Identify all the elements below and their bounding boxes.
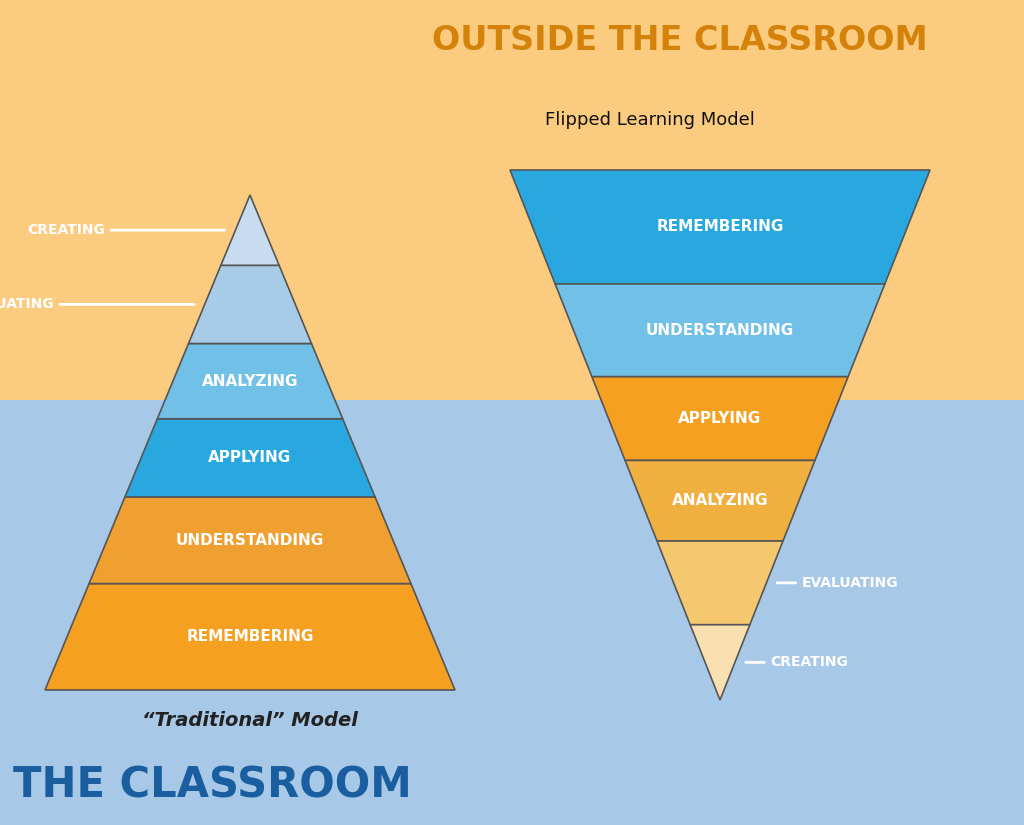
Text: UNDERSTANDING: UNDERSTANDING <box>646 323 795 337</box>
Polygon shape <box>89 497 411 583</box>
Text: EVALUATING: EVALUATING <box>0 297 194 311</box>
Polygon shape <box>158 343 343 419</box>
Text: APPLYING: APPLYING <box>208 450 292 465</box>
Text: OUTSIDE THE CLASSROOM: OUTSIDE THE CLASSROOM <box>432 23 928 56</box>
Polygon shape <box>45 583 455 690</box>
Text: IN THE CLASSROOM: IN THE CLASSROOM <box>0 764 412 806</box>
Polygon shape <box>510 170 930 284</box>
Text: REMEMBERING: REMEMBERING <box>656 219 783 234</box>
Text: Flipped Learning Model: Flipped Learning Model <box>545 111 755 129</box>
Text: CREATING: CREATING <box>745 655 848 669</box>
Polygon shape <box>657 541 783 625</box>
Text: REMEMBERING: REMEMBERING <box>186 629 313 644</box>
Polygon shape <box>690 625 750 700</box>
Polygon shape <box>125 419 375 497</box>
Polygon shape <box>625 460 815 541</box>
Polygon shape <box>221 195 280 266</box>
Polygon shape <box>0 400 1024 825</box>
Text: “Traditional” Model: “Traditional” Model <box>142 710 358 729</box>
Polygon shape <box>188 266 311 343</box>
Text: CREATING: CREATING <box>28 223 224 237</box>
Text: EVALUATING: EVALUATING <box>777 576 898 590</box>
Text: ANALYZING: ANALYZING <box>672 493 768 508</box>
Text: UNDERSTANDING: UNDERSTANDING <box>176 533 325 548</box>
Polygon shape <box>592 377 848 460</box>
Polygon shape <box>555 284 885 377</box>
Text: ANALYZING: ANALYZING <box>202 374 298 389</box>
Text: APPLYING: APPLYING <box>678 411 762 426</box>
Polygon shape <box>0 0 1024 400</box>
